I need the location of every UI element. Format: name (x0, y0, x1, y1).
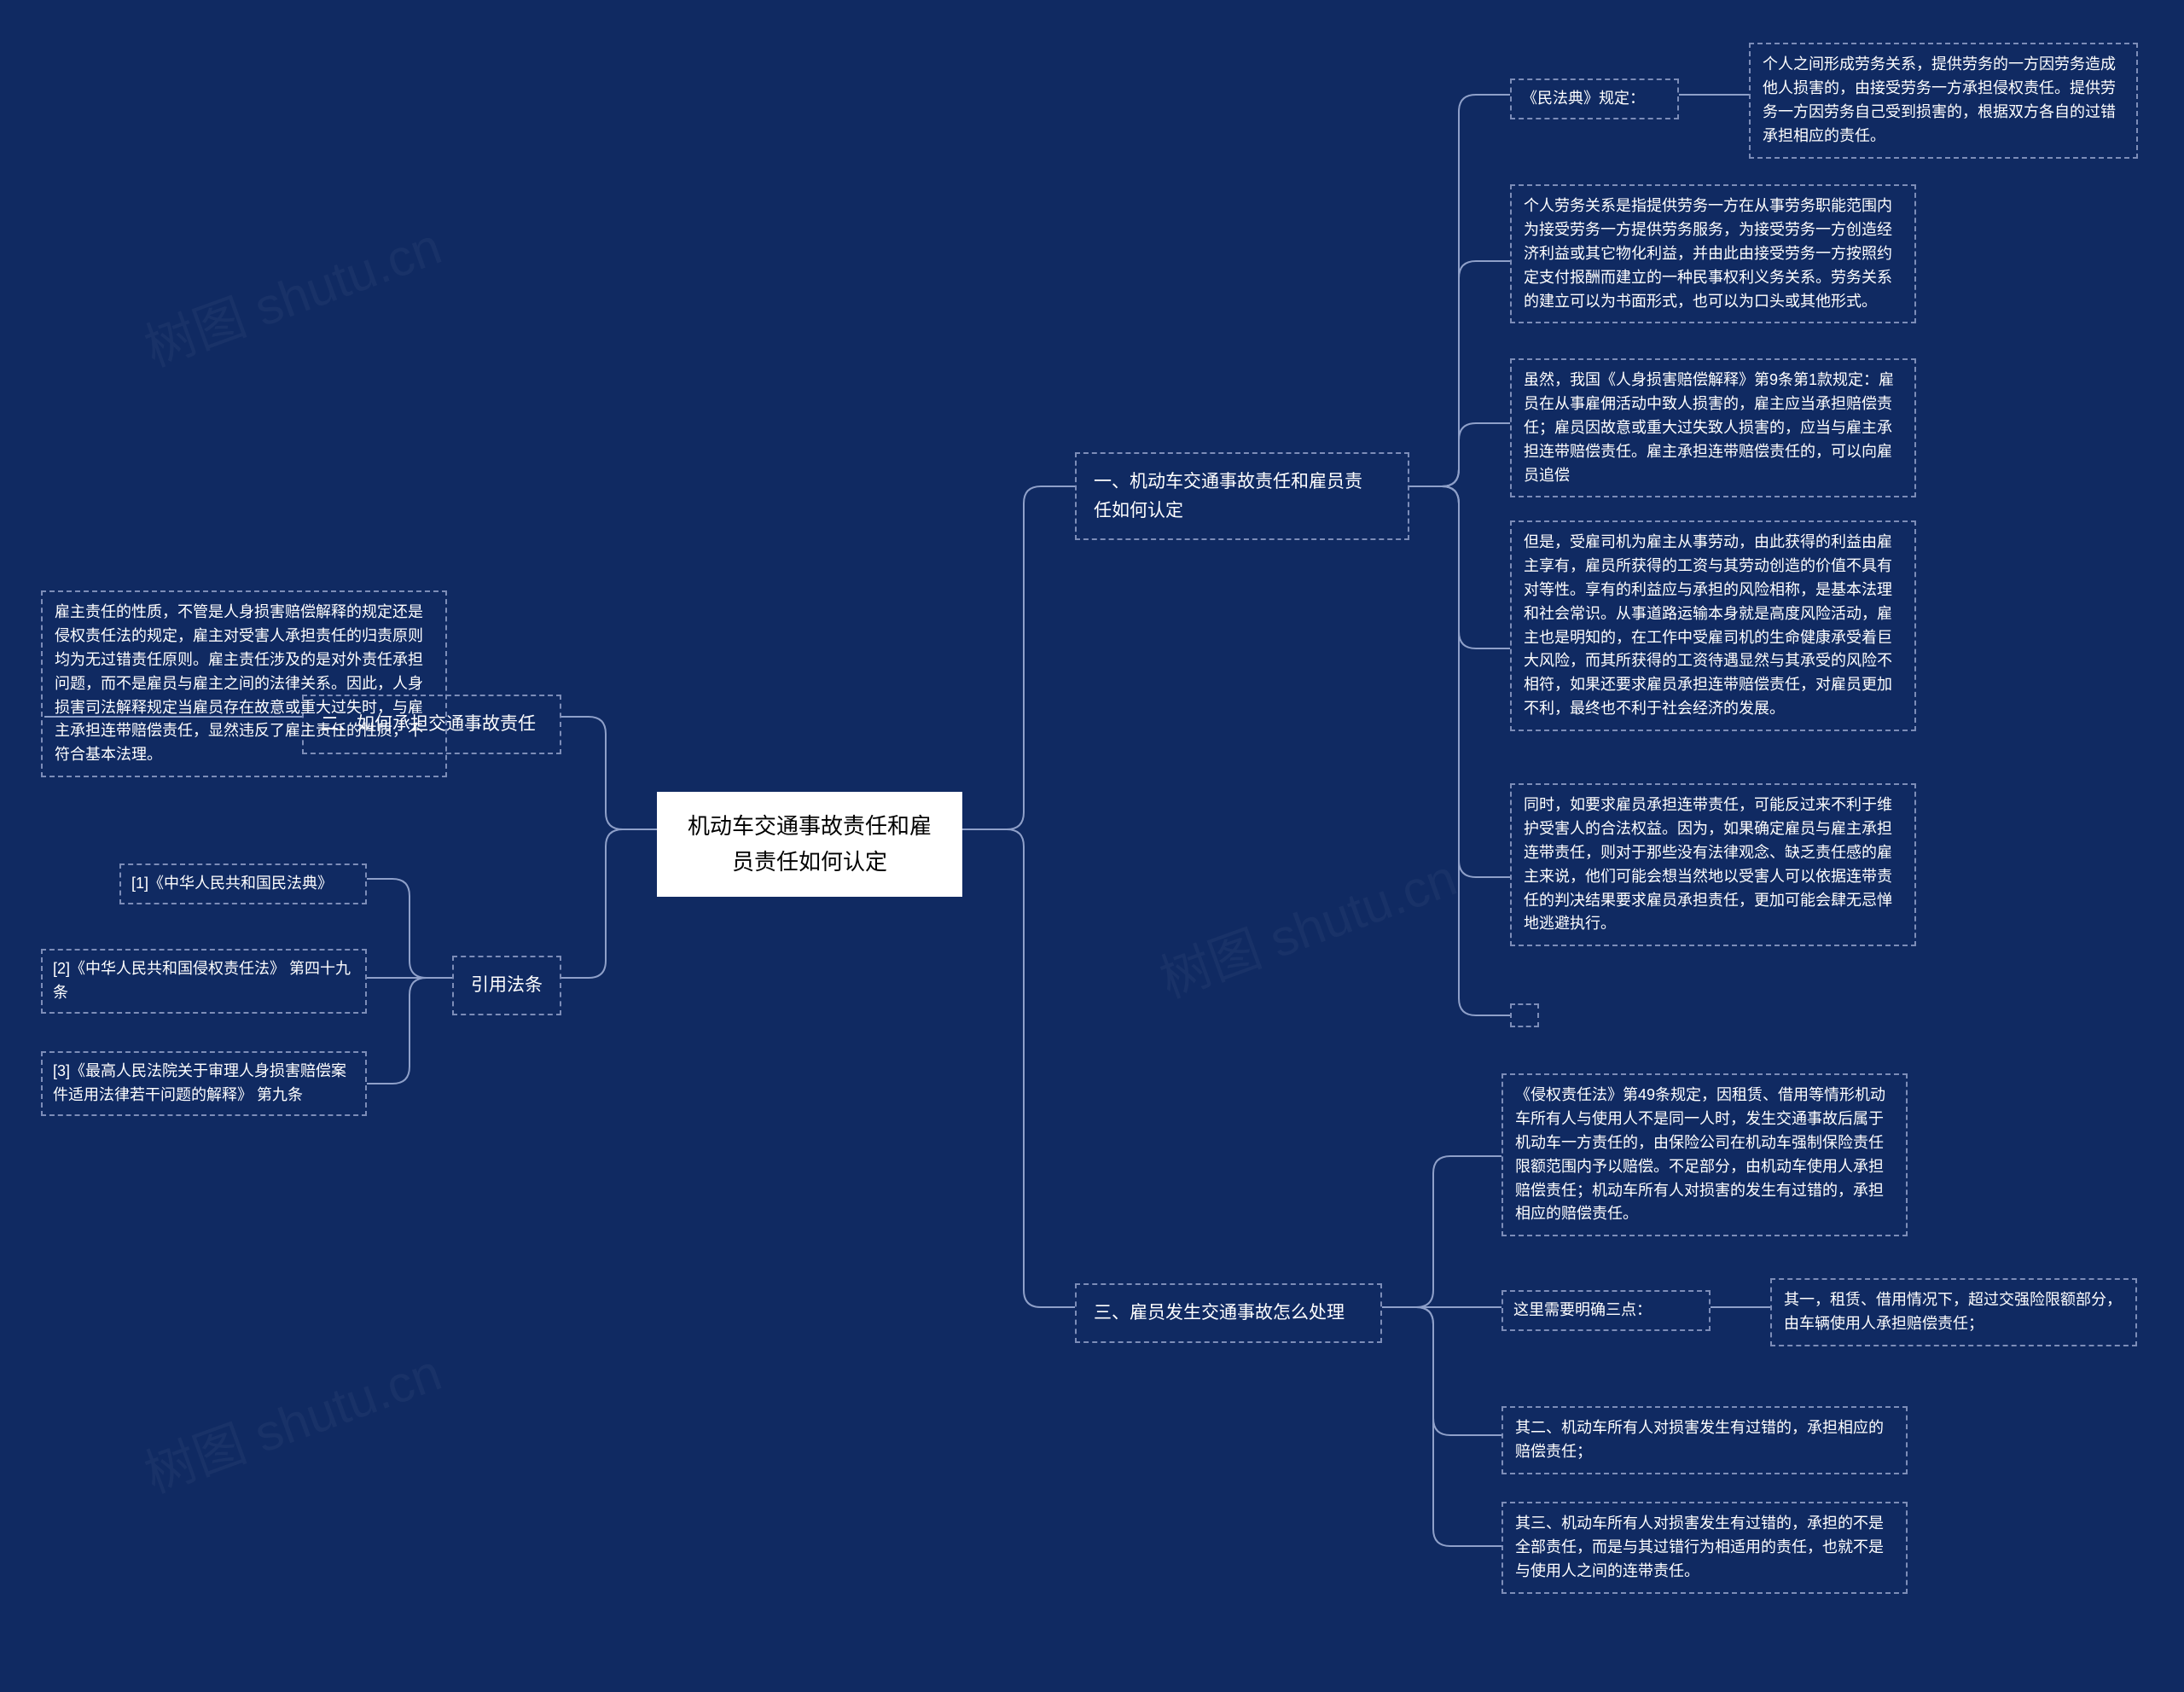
refs-title: 引用法条 (471, 975, 543, 995)
leaf-s3-n4: 其三、机动车所有人对损害发生有过错的，承担的不是全部责任，而是与其过错行为相适用… (1502, 1502, 1908, 1594)
ref3-text: [3]《最高人民法院关于审理人身损害赔偿案件适用法律若干问题的解释》 第九条 (53, 1062, 346, 1103)
leaf-s2-n1: 雇主责任的性质，不管是人身损害赔偿解释的规定还是侵权责任法的规定，雇主对受害人承… (41, 590, 447, 777)
watermark: 树图 shutu.cn (1148, 836, 1465, 1012)
leaf-s1-n2: 个人劳务关系是指提供劳务一方在从事劳务职能范围内为接受劳务一方提供劳务服务，为接… (1510, 184, 1916, 323)
s1-n4-text: 但是，受雇司机为雇主从事劳动，由此获得的利益由雇主享有，雇员所获得的工资与其劳动… (1524, 533, 1892, 717)
ref2-text: [2]《中华人民共和国侵权责任法》 第四十九条 (53, 960, 351, 1001)
leaf-ref-2: [2]《中华人民共和国侵权责任法》 第四十九条 (41, 949, 367, 1014)
s2-n1-text: 雇主责任的性质，不管是人身损害赔偿解释的规定还是侵权责任法的规定，雇主对受害人承… (55, 603, 423, 763)
root-node: 机动车交通事故责任和雇 员责任如何认定 (657, 792, 962, 897)
s3-n4-text: 其三、机动车所有人对损害发生有过错的，承担的不是全部责任，而是与其过错行为相适用… (1515, 1515, 1884, 1579)
leaf-s3-n2-text: 其一，租赁、借用情况下，超过交强险限额部分，由车辆使用人承担赔偿责任； (1770, 1278, 2137, 1346)
s1-n1-text: 个人之间形成劳务关系，提供劳务的一方因劳务造成他人损害的，由接受劳务一方承担侵权… (1763, 55, 2116, 144)
s3-n1-text: 《侵权责任法》第49条规定，因租赁、借用等情形机动车所有人与使用人不是同一人时，… (1515, 1086, 1885, 1222)
s3-n2-label-text: 这里需要明确三点： (1513, 1301, 1652, 1318)
leaf-s3-n2-label: 这里需要明确三点： (1502, 1290, 1711, 1331)
branch-references: 引用法条 (452, 956, 561, 1015)
leaf-s1-n5: 同时，如要求雇员承担连带责任，可能反过来不利于维护受害人的合法权益。因为，如果确… (1510, 783, 1916, 946)
section3-title: 三、雇员发生交通事故怎么处理 (1094, 1303, 1345, 1323)
leaf-s1-n4: 但是，受雇司机为雇主从事劳动，由此获得的利益由雇主享有，雇员所获得的工资与其劳动… (1510, 520, 1916, 731)
s1-n1-label-text: 《民法典》规定： (1522, 90, 1645, 107)
leaf-s1-empty (1510, 1003, 1539, 1027)
leaf-s3-n3: 其二、机动车所有人对损害发生有过错的，承担相应的赔偿责任； (1502, 1406, 1908, 1474)
ref1-text: [1]《中华人民共和国民法典》 (131, 875, 333, 892)
s1-n2-text: 个人劳务关系是指提供劳务一方在从事劳务职能范围内为接受劳务一方提供劳务服务，为接… (1524, 197, 1892, 310)
s1-n3-text: 虽然，我国《人身损害赔偿解释》第9条第1款规定：雇员在从事雇佣活动中致人损害的，… (1524, 371, 1894, 484)
watermark: 树图 shutu.cn (133, 1331, 450, 1507)
section1-title-line1: 一、机动车交通事故责任和雇员责 (1094, 472, 1362, 491)
root-line2: 员责任如何认定 (732, 849, 887, 875)
s3-n2-text: 其一，租赁、借用情况下，超过交强险限额部分，由车辆使用人承担赔偿责任； (1784, 1291, 2122, 1332)
s1-n5-text: 同时，如要求雇员承担连带责任，可能反过来不利于维护受害人的合法权益。因为，如果确… (1524, 796, 1892, 932)
leaf-s1-n1-text: 个人之间形成劳务关系，提供劳务的一方因劳务造成他人损害的，由接受劳务一方承担侵权… (1749, 43, 2138, 159)
root-line1: 机动车交通事故责任和雇 (688, 813, 932, 839)
leaf-ref-1: [1]《中华人民共和国民法典》 (119, 863, 367, 904)
leaf-s1-n3: 虽然，我国《人身损害赔偿解释》第9条第1款规定：雇员在从事雇佣活动中致人损害的，… (1510, 358, 1916, 497)
section1-title-line2: 任如何认定 (1094, 501, 1183, 520)
leaf-s3-n1: 《侵权责任法》第49条规定，因租赁、借用等情形机动车所有人与使用人不是同一人时，… (1502, 1073, 1908, 1236)
watermark: 树图 shutu.cn (133, 205, 450, 381)
branch-section-1: 一、机动车交通事故责任和雇员责 任如何认定 (1075, 452, 1409, 540)
leaf-s1-n1-label: 《民法典》规定： (1510, 78, 1679, 119)
leaf-ref-3: [3]《最高人民法院关于审理人身损害赔偿案件适用法律若干问题的解释》 第九条 (41, 1051, 367, 1116)
branch-section-3: 三、雇员发生交通事故怎么处理 (1075, 1283, 1382, 1343)
s3-n3-text: 其二、机动车所有人对损害发生有过错的，承担相应的赔偿责任； (1515, 1419, 1884, 1460)
